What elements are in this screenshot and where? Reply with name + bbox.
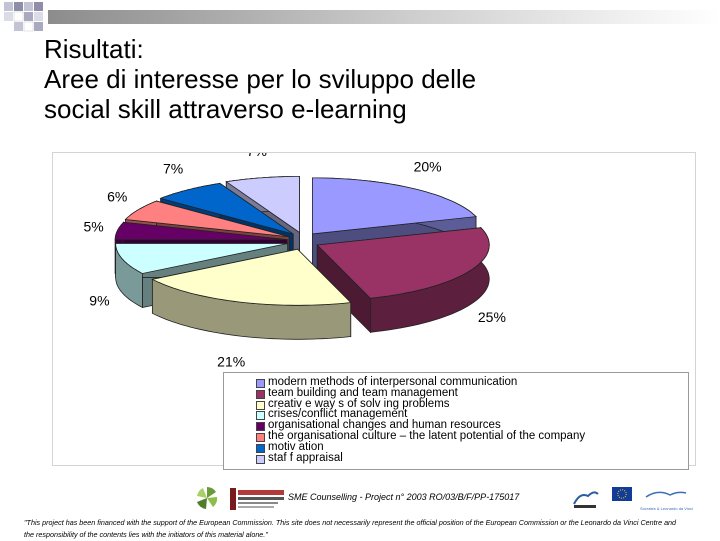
pie-data-label-7: 7%: [163, 160, 183, 176]
legend-entry-2: team building and team management: [256, 386, 458, 399]
project-leaf-logo: [195, 486, 219, 510]
pie-slice-top-1: [311, 177, 477, 235]
legend-swatch-5: [256, 422, 265, 432]
chart-area: 20% 25% 21% 9% 5%6% 7% 7% modern methods of in…: [52, 152, 696, 470]
pie-slice-top-7: [159, 182, 294, 235]
leonardo-bird-icon: [645, 491, 687, 498]
funding-disclaimer: "This project has been financed with the…: [24, 518, 677, 539]
legend-label-8: staf f appraisal: [268, 451, 343, 464]
eu-flag-icon: [612, 487, 632, 501]
leonardo-caption: Socrates & Leonardo da Vinci: [640, 506, 693, 511]
pie-data-label-5: 5%: [83, 219, 103, 235]
legend-swatch-8: [256, 454, 265, 464]
legend-label-7: motiv ation: [268, 440, 324, 453]
legend-swatch-7: [256, 443, 265, 453]
title-line-1: Risultati:: [44, 34, 144, 64]
legend-label-5: organisational changes and human resourc…: [268, 419, 501, 432]
legend-swatch-4: [256, 411, 265, 421]
pie-slice-top-4: [115, 243, 288, 274]
legend-label-2: team building and team management: [268, 386, 458, 399]
legend-entry-8: staf f appraisal: [256, 451, 343, 464]
pie-slice-top-6: [124, 200, 290, 238]
chart-legend: modern methods of interpersonal communic…: [223, 372, 689, 470]
legend-entry-5: organisational changes and human resourc…: [256, 419, 501, 432]
legend-label-3: creativ e way s of solv ing problems: [268, 397, 450, 410]
legend-label-6: the organisational culture – the latent …: [268, 430, 586, 442]
pie-data-label-4: 9%: [89, 293, 109, 309]
pie-data-label-1: 20%: [414, 159, 442, 175]
pie-slice-2: [316, 226, 490, 334]
legend-entry-1: modern methods of interpersonal communic…: [256, 376, 518, 388]
slide-title: Risultati: Aree di interesse per lo svil…: [44, 34, 684, 124]
legend-entry-4: crises/conflict management: [256, 408, 408, 421]
pie-slice-top-8: [225, 176, 300, 234]
leonardo-logo: Socrates & Leonardo da Vinci: [640, 488, 693, 511]
title-line-2: Aree di interesse per lo sviluppo delle: [44, 64, 477, 94]
pie-data-label-3: 21%: [217, 354, 245, 370]
legend-entry-6: the organisational culture – the latent …: [256, 430, 586, 442]
legend-swatch-2: [256, 389, 265, 399]
pie-data-label-2: 25%: [478, 309, 506, 325]
pie-data-label-6: 6%: [107, 189, 127, 205]
pie-slice-top-2: [316, 227, 490, 299]
corner-decoration: [4, 2, 720, 32]
legend-entry-3: creativ e way s of solv ing problems: [256, 397, 450, 410]
pie-chart: 20% 25% 21% 9% 5%6% 7% 7%: [83, 153, 506, 370]
pie-slice-3: [151, 248, 352, 340]
title-line-3: social skill attraverso e-learning: [44, 94, 407, 124]
pie-slice-top-5: [114, 221, 288, 241]
legend-swatch-1: [256, 379, 265, 388]
legend-swatch-3: [256, 400, 265, 410]
legend-label-4: crises/conflict management: [268, 408, 408, 421]
legend-swatch-6: [256, 433, 265, 442]
legend-label-1: modern methods of interpersonal communic…: [268, 376, 518, 388]
project-reference: SME Counselling - Project n° 2003 RO/03/…: [288, 492, 520, 502]
institute-logo: [230, 488, 284, 510]
partner-logo: [573, 491, 599, 508]
legend-entry-7: motiv ation: [256, 440, 324, 453]
pie-data-label-8: 7%: [247, 153, 267, 159]
pie-slice-top-3: [151, 248, 352, 306]
